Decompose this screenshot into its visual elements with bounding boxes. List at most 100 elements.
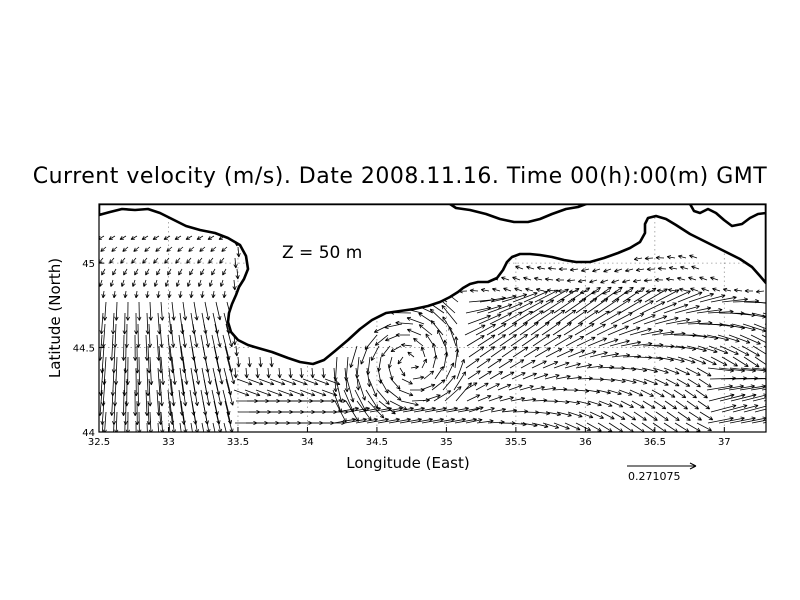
velocity-arrow (446, 406, 469, 413)
velocity-arrow (686, 400, 699, 410)
velocity-arrow (468, 346, 485, 358)
velocity-arrow (611, 286, 634, 303)
velocity-arrow (655, 356, 675, 362)
velocity-arrow (190, 422, 193, 432)
velocity-arrow (454, 336, 459, 358)
velocity-arrow (236, 356, 241, 368)
velocity-arrow (533, 310, 555, 325)
velocity-arrow (201, 312, 208, 335)
velocity-arrow (111, 246, 118, 252)
velocity-arrow (651, 330, 675, 336)
velocity-arrow (221, 246, 228, 252)
velocity-arrow (618, 389, 633, 396)
velocity-arrow (531, 422, 549, 429)
velocity-arrow (564, 422, 581, 431)
velocity-arrow (665, 277, 675, 282)
velocity-arrow (730, 345, 750, 356)
velocity-arrow (255, 367, 260, 379)
velocity-arrow (367, 400, 385, 419)
velocity-arrow (589, 411, 604, 419)
velocity-arrow (159, 378, 164, 407)
velocity-arrow (167, 290, 172, 299)
velocity-arrow (424, 406, 447, 413)
velocity-arrow (160, 356, 165, 386)
velocity-arrow (364, 334, 378, 350)
crimea-landmass (99, 204, 766, 366)
velocity-arrow (433, 390, 452, 402)
velocity-arrow (574, 323, 595, 336)
velocity-arrow (634, 289, 644, 294)
velocity-arrow (197, 279, 202, 287)
velocity-arrow (388, 417, 411, 424)
velocity-arrow (111, 312, 116, 335)
velocity-arrow (465, 418, 483, 424)
y-tick-label: 44 (82, 428, 95, 439)
velocity-arrow (384, 323, 403, 329)
velocity-arrow (655, 411, 669, 421)
velocity-arrow (266, 367, 271, 379)
velocity-arrow (621, 313, 645, 325)
velocity-arrow (233, 367, 238, 379)
velocity-arrow (764, 323, 766, 325)
velocity-arrow (501, 276, 510, 281)
velocity-arrow (556, 288, 580, 303)
velocity-arrow (676, 378, 691, 387)
velocity-arrow (398, 389, 414, 397)
velocity-arrow (697, 400, 711, 410)
velocity-arrow (508, 322, 528, 336)
velocity-arrow (355, 367, 361, 391)
velocity-arrow (310, 367, 315, 379)
velocity-arrow (166, 246, 173, 252)
velocity-arrow (153, 257, 159, 264)
velocity-arrow (130, 235, 138, 240)
velocity-arrow (467, 314, 491, 325)
velocity-arrow (589, 286, 612, 303)
velocity-arrow (497, 383, 512, 391)
velocity-arrow (730, 393, 757, 402)
velocity-arrow (99, 367, 104, 397)
velocity-arrow (577, 310, 599, 325)
x-tick-label: 33 (162, 437, 175, 448)
velocity-arrow (288, 367, 293, 379)
velocity-arrow (698, 378, 712, 388)
velocity-arrow (641, 367, 658, 373)
velocity-arrow (712, 287, 721, 292)
velocity-arrow (355, 417, 378, 424)
velocity-arrow (600, 286, 623, 303)
velocity-arrow (356, 400, 372, 421)
velocity-arrow (149, 356, 154, 386)
velocity-arrow (691, 265, 700, 270)
velocity-arrow (196, 235, 204, 240)
velocity-arrow (277, 389, 294, 397)
velocity-arrow (521, 334, 539, 347)
velocity-arrow (677, 291, 703, 303)
velocity-arrow (397, 356, 404, 365)
velocity-arrow (406, 316, 425, 325)
velocity-arrow (443, 417, 466, 424)
velocity-arrow (608, 298, 631, 314)
velocity-arrow (552, 322, 572, 336)
velocity-arrow (113, 422, 115, 432)
velocity-arrow (689, 254, 698, 259)
velocity-arrow (699, 356, 717, 366)
velocity-arrow (514, 287, 523, 292)
velocity-arrow (534, 289, 559, 303)
velocity-arrow (112, 268, 117, 276)
velocity-arrow (731, 323, 756, 332)
velocity-arrow (431, 343, 437, 358)
velocity-arrow (442, 316, 455, 336)
velocity-arrow (719, 345, 739, 355)
velocity-arrow (299, 389, 316, 397)
velocity-arrow (211, 268, 216, 276)
velocity-arrow (664, 400, 678, 410)
velocity-arrow (707, 367, 735, 373)
velocity-arrow (224, 400, 232, 425)
velocity-arrow (385, 334, 400, 342)
velocity-arrow (395, 332, 410, 338)
velocity-arrow (422, 394, 441, 402)
velocity-arrow (101, 268, 106, 276)
velocity-arrow (222, 334, 231, 361)
velocity-arrow (565, 336, 585, 347)
reference-vector-label: 0.271075 (628, 470, 681, 483)
velocity-arrow (678, 254, 687, 259)
